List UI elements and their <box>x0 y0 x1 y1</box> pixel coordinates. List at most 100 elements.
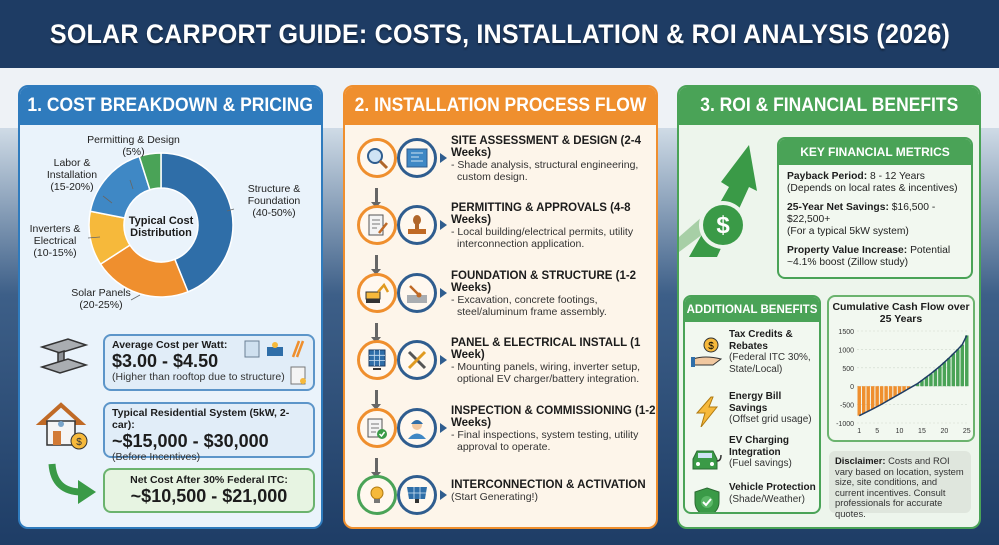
right-arrow-icon <box>440 288 447 298</box>
donut-center-label: Typical Cost Distribution <box>128 215 194 239</box>
svg-text:10: 10 <box>896 428 904 435</box>
donut-slice <box>160 152 234 293</box>
shield-check-icon <box>694 487 720 512</box>
slice-label-structure: Structure & Foundation (40-50%) <box>247 183 301 219</box>
process-step-activation: INTERCONNECTION & ACTIVATION (Start Gene… <box>345 469 656 527</box>
benefit-vehicle-protection: Vehicle Protection (Shade/Weather) <box>685 482 819 512</box>
tools-icon <box>397 340 437 380</box>
benefit-energy-savings: Energy Bill Savings (Offset grid usage) <box>685 391 819 441</box>
panel-header: 2. INSTALLATION PROCESS FLOW <box>345 87 656 125</box>
svg-text:500: 500 <box>842 366 854 373</box>
svg-text:$: $ <box>716 212 730 239</box>
house-dollar-icon: $ <box>35 402 88 450</box>
cash-flow-chart: Cumulative Cash Flow over 25 Years -1000… <box>827 295 975 442</box>
typical-system-box: Typical Residential System (5kW, 2-car):… <box>103 402 315 463</box>
step-title: INTERCONNECTION & ACTIVATION <box>451 479 646 491</box>
typical-system-value: ~$15,000 - $30,000 <box>112 431 269 451</box>
process-step-permitting: PERMITTING & APPROVALS (4-8 Weeks) - Loc… <box>345 199 656 269</box>
panel-title: 3. ROI & FINANCIAL BENEFITS <box>699 95 959 116</box>
right-arrow-icon <box>440 355 447 365</box>
process-step-panel-install: PANEL & ELECTRICAL INSTALL (1 Week) - Mo… <box>345 334 656 404</box>
slice-label-inverters: Inverters & Electrical (10-15%) <box>29 223 81 259</box>
svg-text:5: 5 <box>875 428 879 435</box>
metric-payback: Payback Period: 8 - 12 Years (Depends on … <box>787 171 958 194</box>
cost-components-icons <box>244 340 306 385</box>
svg-text:-1000: -1000 <box>836 421 854 428</box>
slice-label-permitting: Permitting & Design (5%) <box>87 134 180 158</box>
step-description: - Final inspections, system testing, uti… <box>451 429 639 453</box>
disclaimer-box: Disclaimer: Costs and ROI vary based on … <box>829 451 971 518</box>
right-arrow-icon <box>440 153 447 163</box>
stamp-icon <box>397 205 437 245</box>
avg-cost-value: $3.00 - $4.50 <box>112 351 219 371</box>
panel-title: 1. COST BREAKDOWN & PRICING <box>27 95 314 116</box>
slice-label-labor: Labor & Installation (15-20%) <box>46 157 98 193</box>
additional-benefits-title: ADDITIONAL BENEFITS <box>685 297 819 322</box>
panel-title: 2. INSTALLATION PROCESS FLOW <box>354 95 647 116</box>
avg-cost-note: (Higher than rooftop due to structure) <box>112 371 285 383</box>
installation-process-panel: 2. INSTALLATION PROCESS FLOW SITE ASSESS… <box>343 85 658 529</box>
svg-text:$: $ <box>76 437 82 448</box>
svg-text:25: 25 <box>963 428 971 435</box>
cash-flow-title: Cumulative Cash Flow over 25 Years <box>832 301 970 325</box>
step-description: - Shade analysis, structural engineering… <box>451 159 639 183</box>
down-arrow-icon <box>371 390 381 410</box>
steel-beam-icon <box>39 338 89 374</box>
net-cost-value: ~$10,500 - $21,000 <box>130 486 288 506</box>
excavator-icon <box>357 273 397 313</box>
step-title: SITE ASSESSMENT & DESIGN (2-4 Weeks) <box>451 135 641 159</box>
svg-text:$: $ <box>708 341 714 352</box>
step-title: PERMITTING & APPROVALS (4-8 Weeks) <box>451 202 631 226</box>
cost-breakdown-panel: 1. COST BREAKDOWN & PRICING Permitting &… <box>18 85 323 529</box>
benefit-tax-credits: $ Tax Credits & Rebates (Federal ITC 30%,… <box>685 329 819 379</box>
step-description: - Excavation, concrete footings, steel/a… <box>451 294 607 318</box>
step-description: - Local building/electrical permits, uti… <box>451 226 634 250</box>
concrete-icon <box>397 273 437 313</box>
growth-arrow-dollar-icon: $ <box>679 145 757 257</box>
right-arrow-icon <box>440 490 447 500</box>
disclaimer-label: Disclaimer: <box>835 455 886 466</box>
typical-system-note: (Before Incentives) <box>112 451 201 463</box>
ev-car-icon <box>692 450 722 470</box>
process-step-foundation: FOUNDATION & STRUCTURE (1-2 Weeks) - Exc… <box>345 267 656 337</box>
hand-coin-icon: $ <box>691 337 723 367</box>
svg-text:20: 20 <box>940 428 948 435</box>
step-title: PANEL & ELECTRICAL INSTALL (1 Week) <box>451 337 641 361</box>
additional-benefits-box: ADDITIONAL BENEFITS $ Tax Credits & Reba… <box>683 295 821 514</box>
metric-net-savings: 25-Year Net Savings: $16,500 - $22,500+(… <box>787 202 936 237</box>
panel-header: 1. COST BREAKDOWN & PRICING <box>20 87 321 125</box>
step-description: - Mounting panels, wiring, inverter setu… <box>451 361 641 385</box>
key-metrics-title: KEY FINANCIAL METRICS <box>779 139 971 165</box>
svg-text:0: 0 <box>850 384 854 391</box>
slice-label-panels: Solar Panels (20-25%) <box>71 287 131 311</box>
key-metrics-box: KEY FINANCIAL METRICS Payback Period: 8 … <box>777 137 973 279</box>
svg-text:1: 1 <box>857 428 861 435</box>
typical-system-title: Typical Residential System (5kW, 2-car): <box>112 407 290 431</box>
inspector-icon <box>397 408 437 448</box>
avg-cost-box: Average Cost per Watt: $3.00 - $4.50 (Hi… <box>103 334 315 391</box>
checklist-icon <box>357 408 397 448</box>
svg-text:1000: 1000 <box>838 347 854 354</box>
svg-text:1500: 1500 <box>838 329 854 336</box>
donut-slice <box>138 152 162 191</box>
net-cost-box: Net Cost After 30% Federal ITC: ~$10,500… <box>103 468 315 513</box>
step-title: INSPECTION & COMMISSIONING (1-2 Weeks) <box>451 405 656 429</box>
metric-property-value: Property Value Increase: Potential ~4.1% … <box>787 245 951 268</box>
process-step-site-assessment: SITE ASSESSMENT & DESIGN (2-4 Weeks) - S… <box>345 132 656 202</box>
page-header: SOLAR CARPORT GUIDE: COSTS, INSTALLATION… <box>0 0 999 68</box>
page-title: SOLAR CARPORT GUIDE: COSTS, INSTALLATION… <box>49 18 950 49</box>
donut-svg <box>87 152 235 301</box>
right-arrow-icon <box>440 423 447 433</box>
down-arrow-icon <box>371 255 381 275</box>
solar-panel-icon <box>397 475 437 515</box>
panel-header: 3. ROI & FINANCIAL BENEFITS <box>679 87 979 125</box>
disclaimer-text: Costs and ROI vary based on location, sy… <box>835 455 964 519</box>
svg-text:-500: -500 <box>840 403 854 410</box>
benefit-ev-charging: EV Charging Integration (Fuel savings) <box>685 435 819 485</box>
solar-panel-icon <box>357 340 397 380</box>
step-description: (Start Generating!) <box>451 491 538 503</box>
right-arrow-icon <box>440 220 447 230</box>
net-cost-title: Net Cost After 30% Federal ITC: <box>130 474 288 486</box>
blueprint-icon <box>397 138 437 178</box>
